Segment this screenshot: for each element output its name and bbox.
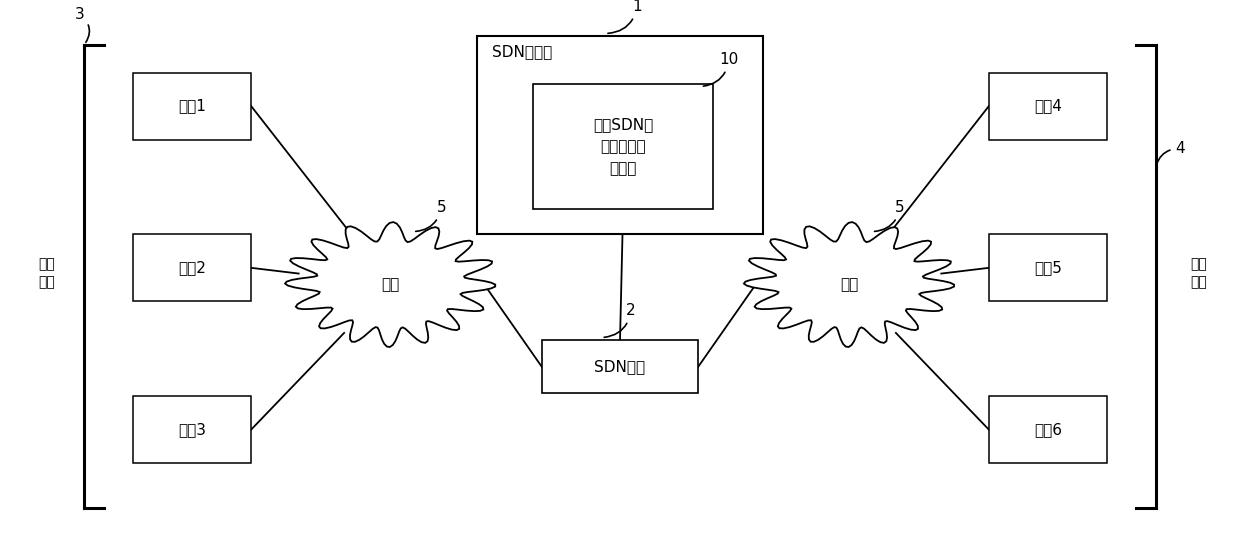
Text: 3: 3: [74, 7, 89, 42]
Text: 网络: 网络: [841, 277, 858, 292]
Text: 内部
主机: 内部 主机: [38, 257, 56, 290]
Text: 4: 4: [1157, 141, 1185, 165]
Text: 主机3: 主机3: [179, 422, 206, 437]
Bar: [990, 396, 1107, 463]
Text: 主机4: 主机4: [1034, 99, 1061, 113]
Text: 主机1: 主机1: [179, 99, 206, 113]
Bar: [990, 73, 1107, 140]
Text: 10: 10: [703, 52, 739, 86]
Bar: [533, 84, 713, 209]
Bar: [134, 73, 250, 140]
Bar: [477, 36, 763, 234]
Bar: [542, 340, 698, 393]
Text: 5: 5: [874, 200, 905, 232]
Text: 5: 5: [415, 200, 446, 232]
Bar: [990, 234, 1107, 301]
Text: 基于SDN的
网络地址转
换装置: 基于SDN的 网络地址转 换装置: [593, 117, 653, 176]
Text: 主机6: 主机6: [1034, 422, 1061, 437]
Text: 网络: 网络: [382, 277, 399, 292]
Text: 主机5: 主机5: [1034, 261, 1061, 275]
Bar: [134, 234, 250, 301]
Polygon shape: [744, 222, 954, 347]
Bar: [134, 396, 250, 463]
Text: 2: 2: [604, 303, 636, 338]
Text: 主机2: 主机2: [179, 261, 206, 275]
Text: SDN设备: SDN设备: [594, 359, 646, 374]
Text: SDN控制器: SDN控制器: [492, 45, 553, 60]
Text: 外部
主机: 外部 主机: [1190, 257, 1208, 290]
Polygon shape: [285, 222, 495, 347]
Text: 1: 1: [608, 0, 642, 33]
